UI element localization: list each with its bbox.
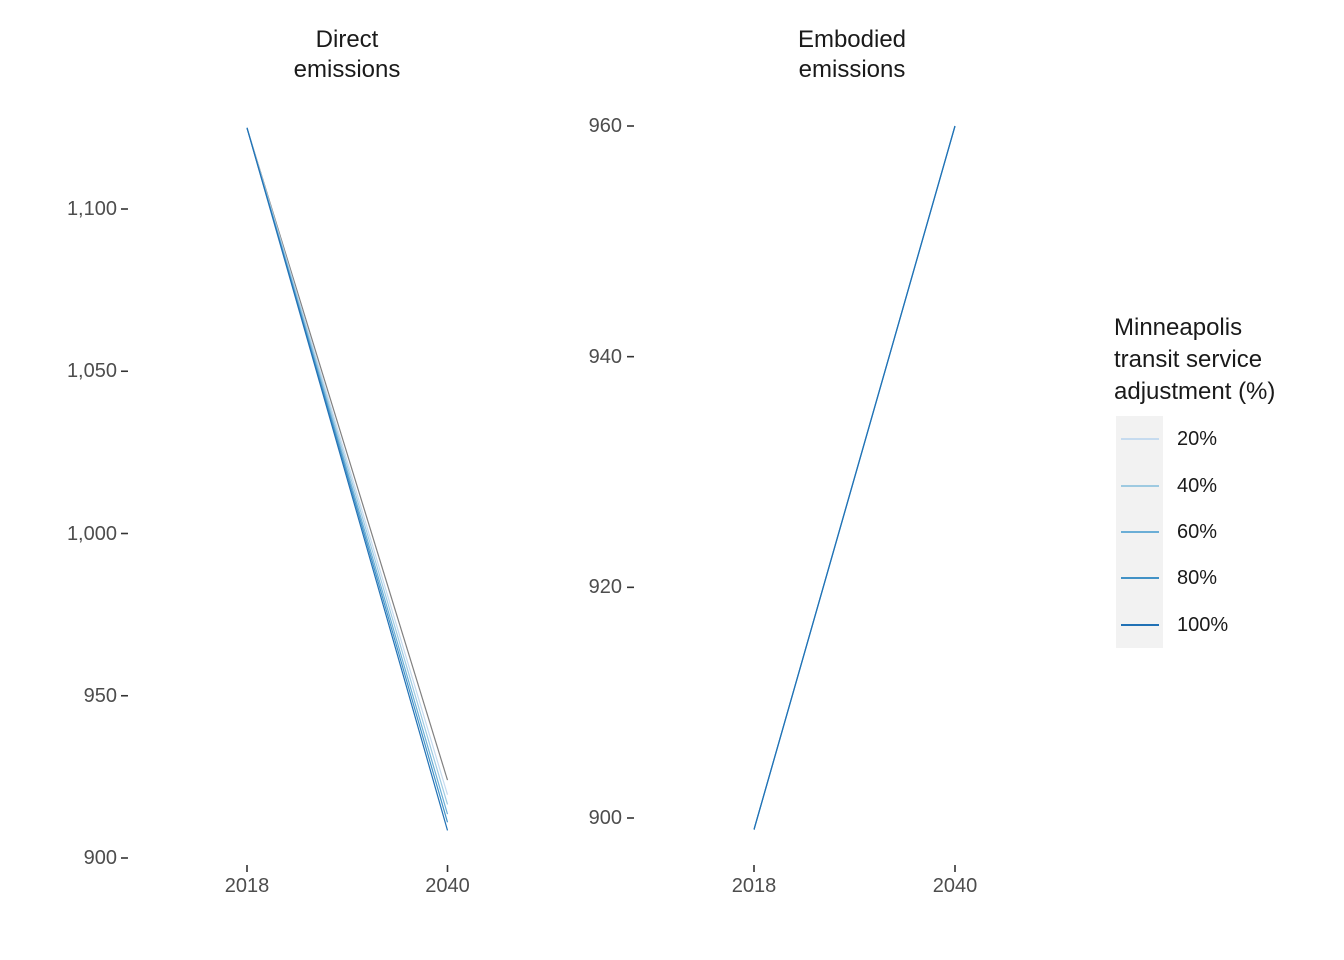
legend-key <box>1116 555 1163 602</box>
legend-key <box>1116 416 1163 463</box>
series-line-baseline-gray-not-in-legend- <box>246 127 449 781</box>
y-axis-tick-label: 950 <box>83 684 117 707</box>
legend-item: 100% <box>1116 601 1229 648</box>
legend-item-label: 40% <box>1177 474 1218 497</box>
legend-title-line: Minneapolis <box>1114 314 1243 341</box>
y-axis-tick-label: 1,100 <box>66 198 117 220</box>
panel-title-line: emissions <box>798 56 906 83</box>
legend-item-label: 20% <box>1177 428 1218 451</box>
x-axis-tick-label: 2040 <box>425 875 470 897</box>
y-axis-tick-label: 1,050 <box>66 360 117 383</box>
panel-title-line: emissions <box>293 56 401 83</box>
series-line-100- <box>246 127 449 831</box>
legend-item: 60% <box>1116 508 1228 556</box>
legend-item: 80% <box>1116 555 1228 602</box>
legend-item: 20% <box>1116 416 1228 463</box>
panel-title-line: Direct <box>315 26 379 53</box>
y-axis-tick-label: 960 <box>588 115 622 137</box>
legend-item-label: 60% <box>1177 520 1218 543</box>
legend-key <box>1116 462 1163 509</box>
x-axis-tick-label: 2018 <box>224 875 270 897</box>
legend-item: 40% <box>1116 462 1228 509</box>
legend-item-label: 100% <box>1177 613 1229 636</box>
y-axis-tick-label: 900 <box>588 807 622 829</box>
panel-title-embodied-emissions: Embodied emissions <box>702 25 1002 85</box>
x-axis-tick-label: 2040 <box>932 875 978 897</box>
legend-key-line-icon <box>1120 484 1159 487</box>
legend-title-line: adjustment (%) <box>1114 378 1276 405</box>
series-line-100- <box>753 125 956 830</box>
legend-key <box>1116 601 1163 648</box>
legend: 20% 40% 60% 80% 100% <box>1116 416 1228 648</box>
y-axis-tick-label: 920 <box>588 576 622 599</box>
legend-key-line-icon <box>1120 623 1159 626</box>
legend-item-label: 80% <box>1177 567 1218 590</box>
y-axis-tick-label: 900 <box>83 847 117 869</box>
y-axis-tick-label: 940 <box>588 345 622 368</box>
y-axis-tick-label: 1,000 <box>66 522 117 545</box>
panel-title-line: Embodied <box>797 26 907 53</box>
legend-key-line-icon <box>1120 438 1159 441</box>
legend-title: Minneapolis transit service adjustment (… <box>1114 312 1344 408</box>
legend-key <box>1116 508 1163 556</box>
panel-title-direct-emissions: Direct emissions <box>197 25 497 85</box>
legend-key-line-icon <box>1120 577 1159 580</box>
x-axis-tick-label: 2018 <box>731 875 777 897</box>
legend-key-line-icon <box>1120 530 1159 533</box>
legend-title-line: transit service <box>1114 346 1263 373</box>
